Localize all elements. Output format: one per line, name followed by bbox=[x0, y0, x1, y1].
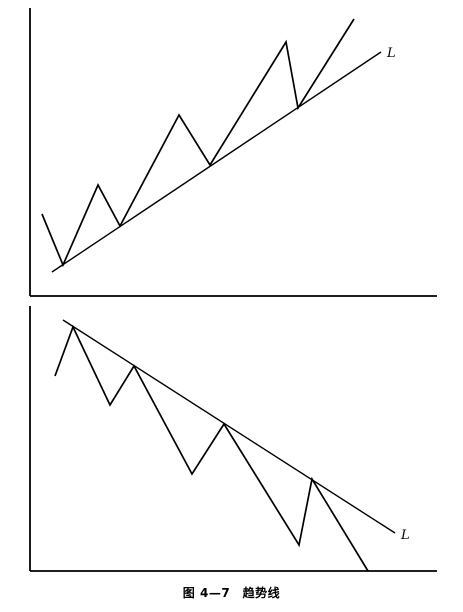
uptrend-support-line bbox=[51, 51, 382, 273]
downtrend-line-label: L bbox=[400, 528, 410, 543]
uptrend-line-label: L bbox=[386, 46, 396, 61]
uptrend-price-path bbox=[41, 18, 355, 268]
downtrend-price-path bbox=[54, 324, 369, 572]
downtrend-resistance-line bbox=[62, 319, 396, 534]
figure-caption: 图 4—7 趋势线 bbox=[182, 586, 281, 600]
downtrend-panel: L bbox=[29, 306, 437, 572]
uptrend-panel: L bbox=[29, 8, 437, 297]
